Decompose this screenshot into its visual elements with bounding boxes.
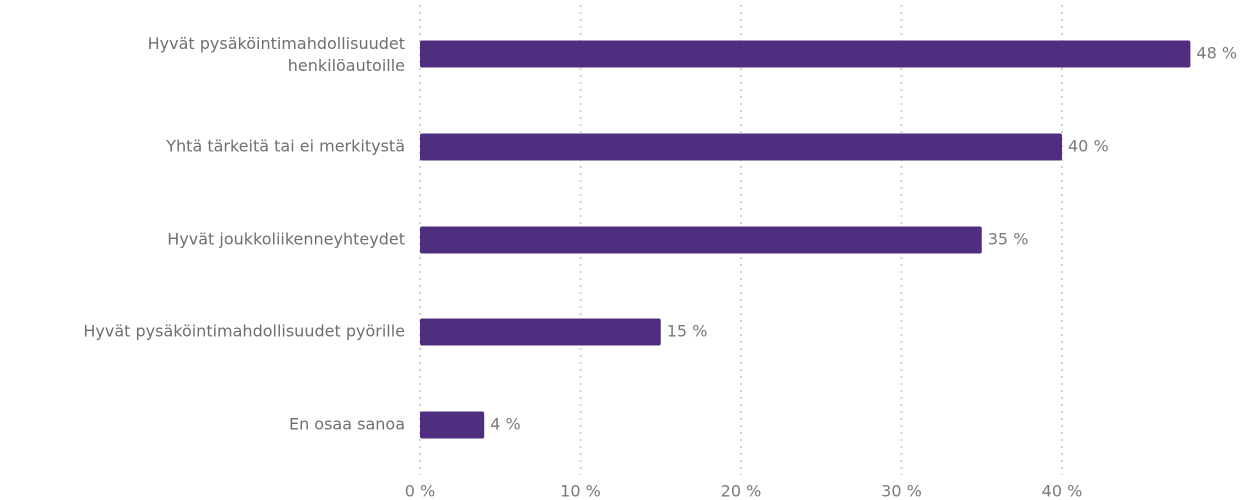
bar — [420, 133, 1062, 161]
x-tick-label: 40 % — [1042, 482, 1083, 500]
bar — [420, 226, 982, 254]
x-tick-label: 0 % — [405, 482, 435, 500]
data-label: 40 % — [1068, 137, 1109, 156]
category-label: Hyvät joukkoliikenneyhteydet — [167, 230, 405, 249]
category-label: En osaa sanoa — [289, 415, 405, 434]
category-label: Hyvät pysäköintimahdollisuudet pyörille — [83, 322, 405, 341]
data-label: 48 % — [1196, 44, 1237, 63]
gridlines — [419, 5, 1063, 475]
data-label: 4 % — [490, 415, 520, 434]
x-tick-label: 20 % — [721, 482, 762, 500]
x-tick-label: 30 % — [881, 482, 922, 500]
category-label: Hyvät pysäköintimahdollisuudet henkilöaut… — [148, 34, 405, 75]
category-label: Yhtä tärkeitä tai ei merkitystä — [165, 137, 405, 156]
data-label: 15 % — [667, 322, 708, 341]
bar — [420, 40, 1191, 68]
category-labels: Hyvät pysäköintimahdollisuudet henkilöaut… — [83, 34, 405, 434]
x-axis-ticks: 0 % 10 % 20 % 30 % 40 % — [405, 482, 1083, 500]
x-tick-label: 10 % — [560, 482, 601, 500]
bars — [420, 40, 1191, 439]
value-labels: 48 % 40 % 35 % 15 % 4 % — [490, 44, 1237, 434]
data-label: 35 % — [988, 230, 1029, 249]
bar — [420, 411, 485, 439]
bar — [420, 318, 661, 346]
